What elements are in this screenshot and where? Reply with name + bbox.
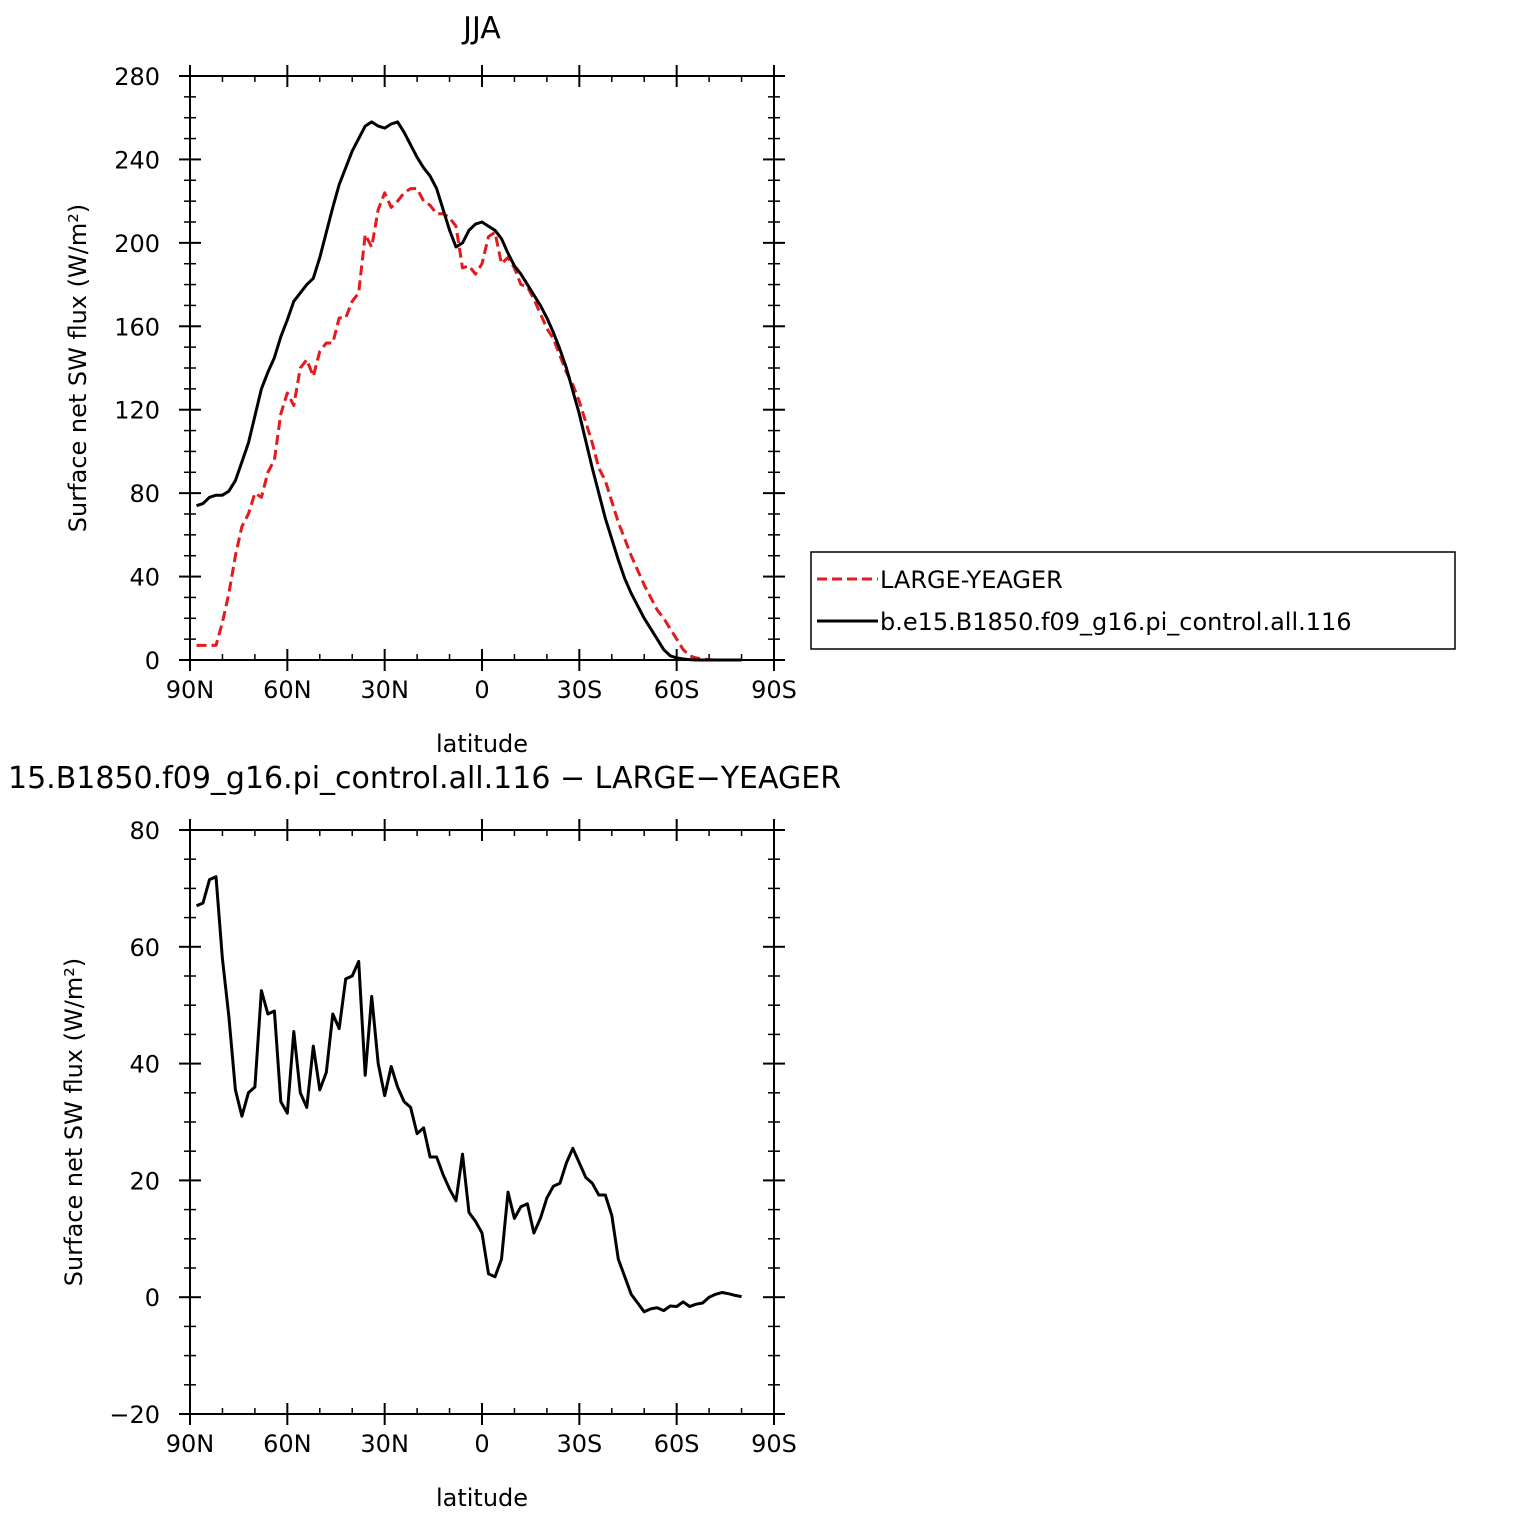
- top-x-tick-label: 30S: [556, 676, 602, 704]
- bottom-x-tick-label: 90N: [166, 1430, 215, 1458]
- top-panel-title: JJA: [461, 11, 501, 46]
- legend-box: [810, 551, 1456, 650]
- legend-label-large-yeager: LARGE-YEAGER: [880, 566, 1063, 594]
- top-x-axis-label: latitude: [436, 730, 528, 758]
- top-y-tick-label: 160: [114, 313, 160, 341]
- bottom-panel: 15.B1850.f09_g16.pi_control.all.116 − LA…: [8, 761, 841, 1512]
- top-y-tick-label: 280: [114, 63, 160, 91]
- top-y-tick-label: 120: [114, 397, 160, 425]
- legend-label-control: b.e15.B1850.f09_g16.pi_control.all.116: [880, 608, 1352, 636]
- top-x-tick-label: 90N: [166, 676, 215, 704]
- top-y-axis-label: Surface net SW flux (W/m²): [64, 204, 92, 532]
- bottom-plot-frame: [189, 829, 775, 1415]
- bottom-y-tick-label: −20: [109, 1401, 160, 1429]
- bottom-panel-title: 15.B1850.f09_g16.pi_control.all.116 − LA…: [8, 761, 841, 796]
- top-y-tick-label: 240: [114, 146, 160, 174]
- top-x-tick-label: 60S: [654, 676, 700, 704]
- bottom-y-tick-label: 0: [145, 1284, 160, 1312]
- bottom-y-tick-label: 20: [129, 1167, 160, 1195]
- top-y-tick-label: 80: [129, 480, 160, 508]
- top-y-tick-label: 200: [114, 230, 160, 258]
- bottom-x-tick-label: 30S: [556, 1430, 602, 1458]
- bottom-series-line-0: [195, 875, 742, 1314]
- top-y-tick-label: 40: [129, 564, 160, 592]
- top-x-tick-label: 60N: [263, 676, 312, 704]
- bottom-x-tick-label: 60N: [263, 1430, 312, 1458]
- top-series-line-1: [196, 120, 742, 662]
- legend: LARGE-YEAGER b.e15.B1850.f09_g16.pi_cont…: [810, 551, 1456, 650]
- bottom-x-tick-label: 90S: [751, 1430, 797, 1458]
- top-panel-series: [196, 120, 742, 662]
- top-x-tick-label: 30N: [360, 676, 409, 704]
- top-x-tick-label: 90S: [751, 676, 797, 704]
- bottom-panel-ticks: [179, 819, 785, 1425]
- top-y-tick-label: 0: [145, 647, 160, 675]
- bottom-x-tick-label: 60S: [654, 1430, 700, 1458]
- bottom-y-tick-label: 60: [129, 934, 160, 962]
- bottom-panel-tick-labels: 90N 60N 30N 0 30S 60S 90S −20 0 20 40 60 80: [109, 817, 797, 1458]
- bottom-x-tick-label: 30N: [360, 1430, 409, 1458]
- top-panel-tick-labels: 90N 60N 30N 0 30S 60S 90S 0 40 80 120 160 200 240 280: [114, 63, 797, 704]
- bottom-y-tick-label: 40: [129, 1051, 160, 1079]
- top-plot-frame: [189, 75, 775, 661]
- top-panel: JJA 90N 60N 30N 0 30S 60S 90S 0 40 80 120 160 200 240…: [64, 11, 1456, 758]
- top-series-line-0: [196, 187, 742, 662]
- bottom-y-tick-label: 80: [129, 817, 160, 845]
- bottom-panel-series: [195, 875, 742, 1314]
- top-x-tick-label: 0: [474, 676, 489, 704]
- bottom-y-axis-label: Surface net SW flux (W/m²): [60, 958, 88, 1286]
- bottom-x-axis-label: latitude: [436, 1484, 528, 1512]
- bottom-x-tick-label: 0: [474, 1430, 489, 1458]
